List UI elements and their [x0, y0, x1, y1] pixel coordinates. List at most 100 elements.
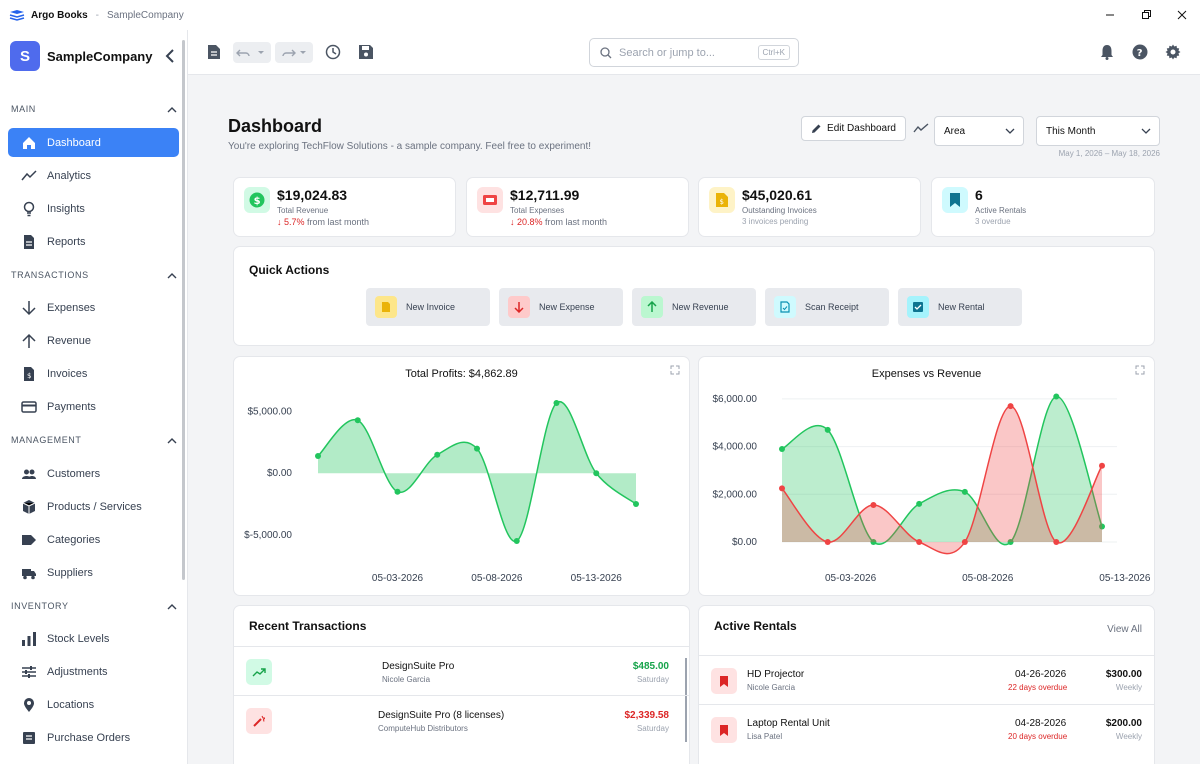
svg-text:$: $ — [254, 196, 261, 207]
sidebar-item-analytics[interactable]: Analytics — [8, 161, 179, 190]
x-tick-label: 05-08-2026 — [471, 573, 523, 584]
save-button[interactable] — [357, 43, 375, 61]
scan-receipt-button[interactable]: Scan Receipt — [765, 288, 889, 326]
report-document-icon — [20, 233, 38, 251]
notifications-button[interactable] — [1098, 43, 1116, 61]
sidebar-item-products[interactable]: Products / Services — [8, 492, 179, 521]
sidebar-scrollbar[interactable] — [182, 40, 185, 580]
stat-label: Active Rentals — [975, 206, 1027, 215]
chevron-up-icon — [167, 438, 177, 444]
stat-card-expenses[interactable]: $12,711.99 Total Expenses ↓ 20.8% from l… — [466, 177, 689, 237]
sidebar-item-insights[interactable]: Insights — [8, 194, 179, 223]
section-inventory[interactable]: INVENTORY — [11, 601, 177, 611]
x-tick-label: 05-03-2026 — [372, 573, 424, 584]
sidebar-item-customers[interactable]: Customers — [8, 459, 179, 488]
period-select[interactable]: This Month — [1036, 116, 1160, 146]
sidebar-item-label: Products / Services — [47, 500, 142, 513]
app-logo-icon — [9, 10, 25, 21]
transaction-row[interactable]: DesignSuite Pro (8 licenses) ComputeHub … — [234, 695, 689, 744]
rental-period: Weekly — [1115, 683, 1142, 692]
transaction-name: DesignSuite Pro (8 licenses) — [378, 710, 505, 721]
help-button[interactable]: ? — [1131, 43, 1149, 61]
toolbar: Search or jump to... Ctrl+K ? — [188, 30, 1200, 75]
sidebar-item-payments[interactable]: Payments — [8, 392, 179, 421]
title-separator: - — [95, 9, 100, 21]
sidebar-item-label: Insights — [47, 202, 85, 215]
sidebar-item-purchase-orders[interactable]: Purchase Orders — [8, 723, 179, 752]
expenses-point — [1053, 539, 1060, 545]
maximize-button[interactable] — [1128, 0, 1164, 30]
chart-type-icon — [913, 123, 929, 133]
history-button[interactable] — [324, 43, 342, 61]
sidebar-item-adjustments[interactable]: Adjustments — [8, 657, 179, 686]
new-invoice-button[interactable]: New Invoice — [366, 288, 490, 326]
expenses-point — [916, 539, 923, 545]
expenses-badge — [477, 187, 503, 213]
sidebar-item-stock-levels[interactable]: Stock Levels — [8, 624, 179, 653]
new-revenue-button[interactable]: New Revenue — [632, 288, 756, 326]
stat-card-outstanding[interactable]: $ $45,020.61 Outstanding Invoices 3 invo… — [698, 177, 921, 237]
section-management[interactable]: MANAGEMENT — [11, 435, 177, 445]
expand-icon[interactable] — [1135, 365, 1145, 375]
truck-icon — [20, 564, 38, 582]
rental-customer: Nicole Garcia — [747, 683, 796, 692]
stat-card-revenue[interactable]: $ $19,024.83 Total Revenue ↓ 5.7% from l… — [233, 177, 456, 237]
sidebar-item-label: Stock Levels — [47, 632, 110, 645]
view-all-link[interactable]: View All — [1107, 624, 1142, 635]
minimize-button[interactable] — [1092, 0, 1128, 30]
expand-icon[interactable] — [670, 365, 680, 375]
sidebar-item-reports[interactable]: Reports — [8, 227, 179, 256]
y-tick-label: $6,000.00 — [713, 394, 758, 405]
company-switcher[interactable]: S SampleCompany — [10, 41, 178, 71]
expenses-point — [870, 502, 877, 509]
recent-transactions-card: Recent Transactions DesignSuite Pro Nico… — [233, 605, 690, 764]
chart-type-select[interactable]: Area — [934, 116, 1024, 146]
sidebar-item-locations[interactable]: Locations — [8, 690, 179, 719]
search-icon — [600, 46, 612, 58]
stat-change: ↓ 20.8% from last month — [510, 217, 607, 227]
redo-button[interactable] — [275, 42, 313, 63]
profit-point — [593, 470, 600, 477]
chevron-down-icon — [258, 50, 264, 54]
stat-note: 3 overdue — [975, 217, 1011, 226]
save-icon — [359, 45, 373, 59]
profit-point — [513, 537, 520, 544]
sidebar-item-suppliers[interactable]: Suppliers — [8, 558, 179, 587]
new-expense-button[interactable]: New Expense — [499, 288, 623, 326]
dashboard-main: Dashboard You're exploring TechFlow Solu… — [189, 76, 1200, 764]
close-button[interactable] — [1164, 0, 1200, 30]
sidebar-item-dashboard[interactable]: Dashboard — [8, 128, 179, 157]
undo-button[interactable] — [233, 42, 271, 63]
settings-button[interactable] — [1164, 43, 1182, 61]
arrow-down-icon — [508, 296, 530, 318]
app-name: Argo Books — [31, 9, 88, 21]
credit-card-icon — [20, 398, 38, 416]
active-rentals-card: Active Rentals View All HD Projector Nic… — [698, 605, 1155, 764]
bookmark-icon — [950, 193, 960, 207]
rental-row[interactable]: HD Projector Nicole Garcia 04-26-2026 22… — [699, 655, 1154, 704]
home-icon — [20, 134, 38, 152]
sidebar-item-label: Suppliers — [47, 566, 93, 579]
rental-row[interactable]: Laptop Rental Unit Lisa Patel 04-28-2026… — [699, 704, 1154, 753]
revenue-point — [870, 539, 877, 545]
new-rental-button[interactable]: New Rental — [898, 288, 1022, 326]
stat-card-rentals[interactable]: 6 Active Rentals 3 overdue — [931, 177, 1155, 237]
edit-dashboard-button[interactable]: Edit Dashboard — [801, 116, 906, 141]
sidebar-item-expenses[interactable]: Expenses — [8, 293, 179, 322]
tag-icon — [20, 531, 38, 549]
transaction-amount: $485.00 — [632, 661, 669, 672]
new-document-button[interactable] — [205, 43, 223, 61]
clock-icon — [325, 44, 341, 60]
section-main[interactable]: MAIN — [11, 104, 177, 114]
sidebar-item-revenue[interactable]: Revenue — [8, 326, 179, 355]
transactions-scrollbar[interactable] — [685, 658, 687, 742]
section-main-label: MAIN — [11, 104, 36, 114]
section-transactions[interactable]: TRANSACTIONS — [11, 270, 177, 280]
search-input[interactable]: Search or jump to... Ctrl+K — [589, 38, 799, 67]
stat-compare: from last month — [307, 217, 370, 227]
expenses-revenue-chart: $6,000.00 $4,000.00 $2,000.00 $0.00 05-03-20… — [713, 393, 1151, 584]
sidebar-item-categories[interactable]: Categories — [8, 525, 179, 554]
sidebar-item-invoices[interactable]: $ Invoices — [8, 359, 179, 388]
transaction-row[interactable]: DesignSuite Pro Nicole Garcia $485.00 Sa… — [234, 646, 689, 695]
collapse-sidebar-icon[interactable] — [162, 47, 178, 65]
